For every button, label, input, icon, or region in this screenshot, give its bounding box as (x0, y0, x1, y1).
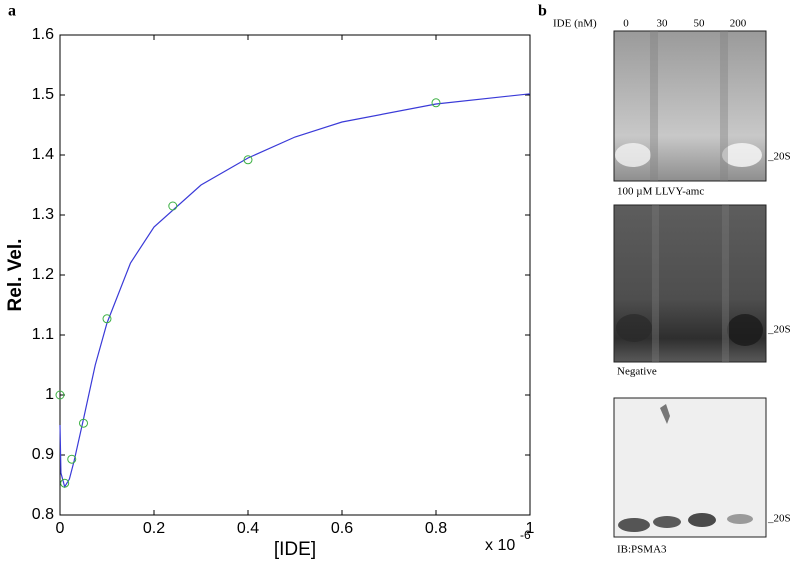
x-tick-label: 0.4 (237, 520, 259, 537)
x-axis-label: [IDE] (274, 539, 316, 560)
x-multiplier: x 10 (485, 537, 515, 554)
data-point (79, 418, 88, 428)
lane-label: 30 (657, 18, 669, 30)
data-point (102, 314, 112, 324)
y-axis-label: Rel. Vel. (5, 239, 26, 312)
data-point (60, 478, 70, 488)
y-tick-label: 1.5 (32, 86, 54, 103)
panel-label: a (8, 3, 16, 20)
x-tick-label: 0.6 (331, 520, 353, 537)
x-tick-label: 0.8 (425, 520, 447, 537)
data-point (243, 155, 253, 165)
y-tick-label: 1 (45, 386, 54, 403)
y-tick-label: 1.3 (32, 206, 54, 223)
gel-caption: 100 µM LLVY-amc (617, 186, 704, 198)
lane-title: IDE (nM) (553, 18, 597, 30)
panel-label: b (538, 3, 547, 20)
y-tick-label: 1.2 (32, 266, 54, 283)
gel-caption: Negative (617, 366, 657, 378)
lane-label: 200 (730, 18, 747, 30)
gel-3 (613, 397, 767, 538)
y-tick-label: 1.6 (32, 26, 54, 43)
x-tick-label: 1 (526, 520, 535, 537)
y-tick-label: 0.8 (32, 506, 54, 523)
x-tick-label: 0 (56, 520, 65, 537)
data-point (431, 98, 441, 108)
data-point (67, 454, 77, 464)
lane-label: 0 (623, 18, 629, 30)
gel-1 (613, 30, 767, 182)
y-tick-label: 1.4 (32, 146, 54, 163)
band-label: _20S (767, 513, 790, 525)
y-tick-label: 1.1 (32, 326, 54, 343)
band-label: _20S (767, 324, 790, 336)
data-point (168, 201, 178, 211)
gel-caption: IB:PSMA3 (617, 544, 667, 556)
x-exponent: -6 (520, 528, 531, 542)
y-tick-label: 0.9 (32, 446, 54, 463)
plot-frame (59, 34, 531, 516)
gel-2 (613, 204, 767, 363)
lane-label: 50 (694, 18, 706, 30)
band-label: _20S (767, 151, 790, 163)
x-tick-label: 0.2 (143, 520, 165, 537)
fit-line (59, 93, 531, 489)
data-point (55, 390, 65, 400)
